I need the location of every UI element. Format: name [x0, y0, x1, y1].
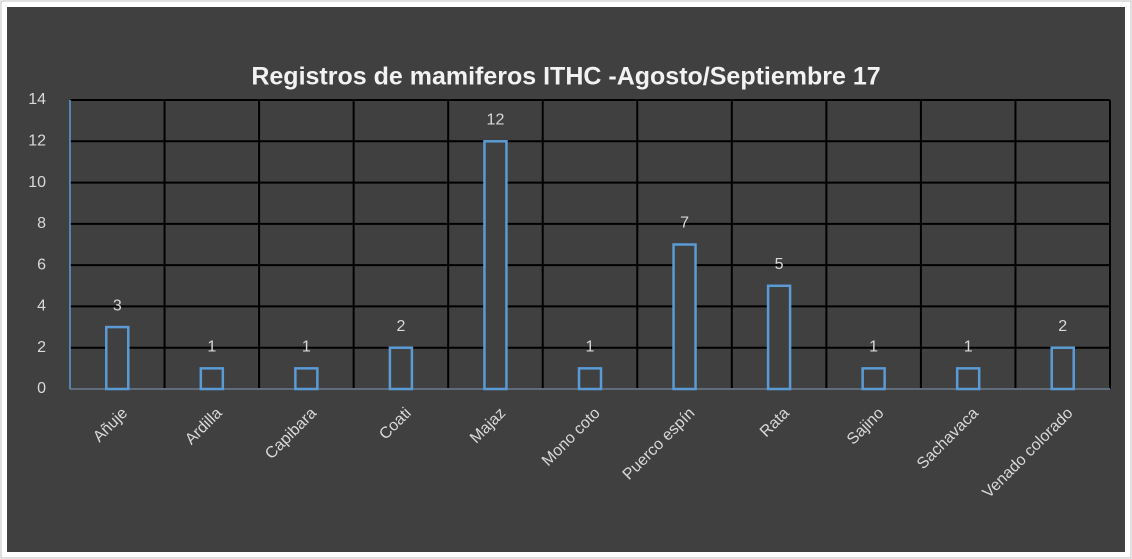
- bar: [199, 367, 225, 391]
- y-tick-label: 8: [37, 215, 46, 232]
- data-label: 5: [775, 256, 784, 273]
- y-tick-label: 6: [37, 256, 46, 273]
- y-tick-label: 12: [28, 133, 46, 150]
- bar: [766, 284, 792, 391]
- data-label: 1: [964, 339, 973, 356]
- bar: [1050, 346, 1075, 391]
- bar: [672, 243, 697, 391]
- chart-title: Registros de mamiferos ITHC -Agosto/Sept…: [251, 63, 880, 91]
- data-label: 1: [302, 339, 311, 356]
- y-tick-label: 4: [37, 298, 46, 315]
- data-label: 1: [586, 339, 595, 356]
- bar: [105, 325, 130, 391]
- data-label: 2: [1058, 318, 1067, 335]
- data-label: 1: [207, 339, 216, 356]
- data-label: 7: [680, 215, 689, 232]
- bar: [577, 367, 603, 391]
- bar: [955, 367, 981, 391]
- y-tick-label: 0: [37, 380, 46, 397]
- y-tick-label: 14: [28, 91, 46, 108]
- bar: [294, 367, 319, 391]
- data-label: 12: [487, 112, 505, 129]
- bar: [483, 140, 508, 391]
- y-tick-label: 2: [37, 339, 46, 356]
- data-label: 3: [113, 297, 122, 314]
- bar: [861, 367, 886, 391]
- data-label: 2: [396, 318, 405, 335]
- data-label: 1: [869, 339, 878, 356]
- chart-background: [7, 7, 1125, 552]
- y-tick-label: 10: [28, 174, 46, 191]
- bar: [388, 346, 414, 391]
